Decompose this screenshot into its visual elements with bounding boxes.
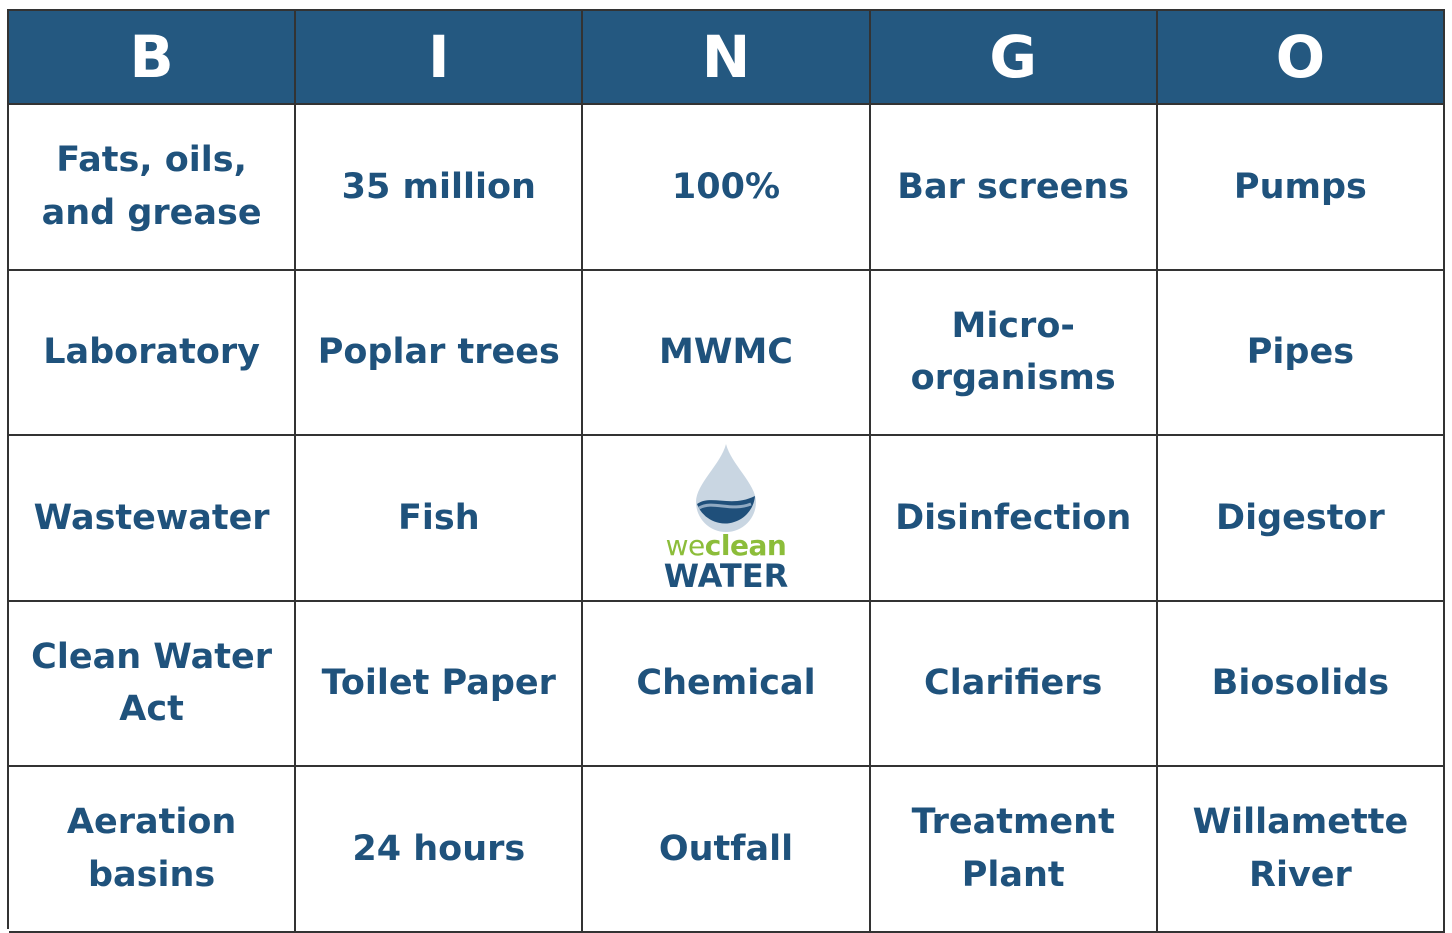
bingo-cell: Aeration basins xyxy=(9,767,297,933)
header-letter: I xyxy=(296,11,584,105)
bingo-cell: Bar screens xyxy=(870,105,1158,271)
header-letter: B xyxy=(9,11,297,105)
logo-water: WATER xyxy=(663,556,789,595)
bingo-cell: Willamette River xyxy=(1157,767,1445,933)
logo-text: weclean xyxy=(665,528,787,562)
bingo-cell: 100% xyxy=(583,105,871,271)
bingo-cell: Laboratory xyxy=(9,270,297,436)
logo-clean: clean xyxy=(704,528,787,562)
bingo-cell: Poplar trees xyxy=(296,270,584,436)
bingo-cell: 35 million xyxy=(296,105,584,271)
bingo-card: B I N G O Fats, oils, and grease 35 million 100… xyxy=(7,9,1445,933)
header-letter: N xyxy=(583,11,871,105)
logo-we: we xyxy=(665,528,706,562)
bingo-cell: Chemical xyxy=(583,601,871,767)
bingo-cell: Outfall xyxy=(583,767,871,933)
water-drop xyxy=(695,443,756,532)
header-letter: O xyxy=(1157,11,1445,105)
bingo-cell: Fish xyxy=(296,436,584,602)
bingo-cell: Digestor xyxy=(1157,436,1445,602)
bingo-cell: Disinfection xyxy=(870,436,1158,602)
bingo-cell: Treatment Plant xyxy=(870,767,1158,933)
header-letter: G xyxy=(870,11,1158,105)
bingo-cell: Clarifiers xyxy=(870,601,1158,767)
bingo-cell: Toilet Paper xyxy=(296,601,584,767)
bingo-cell: MWMC xyxy=(583,270,871,436)
bingo-cell: Wastewater xyxy=(9,436,297,602)
bingo-cell: Fats, oils, and grease xyxy=(9,105,297,271)
bingo-cell: Micro-organisms xyxy=(870,270,1158,436)
bingo-cell: 24 hours xyxy=(296,767,584,933)
free-space: weclean WATER xyxy=(583,436,871,602)
bingo-cell: Biosolids xyxy=(1157,601,1445,767)
bingo-cell: Pumps xyxy=(1157,105,1445,271)
bingo-cell: Clean Water Act xyxy=(9,601,297,767)
bingo-cell: Pipes xyxy=(1157,270,1445,436)
